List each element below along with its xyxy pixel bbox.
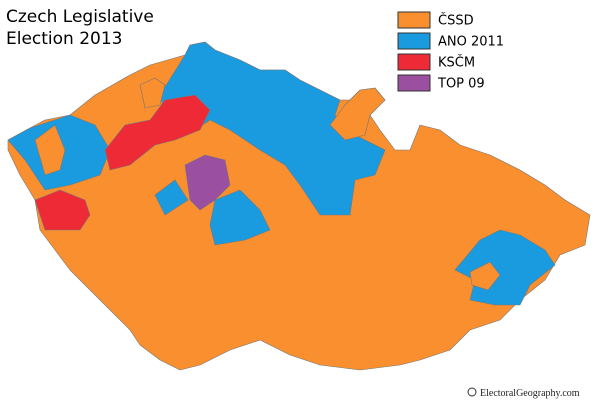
credit: ElectoralGeography.com <box>480 388 580 399</box>
region-kscm <box>34 189 91 231</box>
legend-label: ČSSD <box>438 13 474 29</box>
map-title: Election 2013 <box>6 29 123 49</box>
legend-label: KSČM <box>438 55 475 71</box>
map-title: Czech Legislative <box>6 7 154 27</box>
region-cssd <box>329 87 386 141</box>
region-ano <box>159 41 386 216</box>
legend-swatch <box>397 32 431 50</box>
legend-swatch <box>397 53 431 71</box>
legend-label: ANO 2011 <box>438 35 504 50</box>
credit-icon <box>467 387 477 397</box>
region-cssd <box>469 261 501 291</box>
legend: ČSSD ANO 2011 KSČM TOP 09 <box>397 11 504 92</box>
region-top09 <box>184 154 231 211</box>
legend-swatch <box>397 11 431 29</box>
credit-block: ElectoralGeography.com <box>467 387 580 399</box>
region-ano <box>154 179 189 216</box>
legend-label: TOP 09 <box>437 77 485 92</box>
region-ano <box>209 189 271 246</box>
region-kscm <box>104 94 211 171</box>
region-cssd <box>139 77 166 109</box>
legend-swatch <box>397 74 431 92</box>
country-map <box>7 41 591 371</box>
region-cssd <box>34 124 66 176</box>
